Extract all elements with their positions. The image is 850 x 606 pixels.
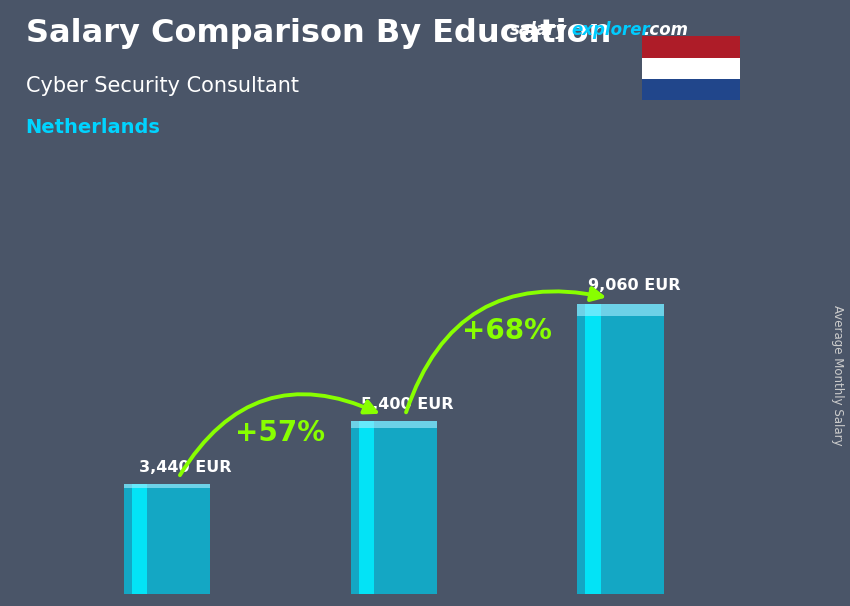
Text: 9,060 EUR: 9,060 EUR [588,278,680,293]
Bar [642,58,740,79]
Bar [132,484,147,594]
Text: Salary Comparison By Education: Salary Comparison By Education [26,18,611,49]
Text: Cyber Security Consultant: Cyber Security Consultant [26,76,298,96]
Bar [642,36,740,58]
Bar [359,421,374,594]
Text: salary: salary [510,21,567,39]
Bar [577,304,664,316]
Bar [577,304,664,594]
Text: .com: .com [643,21,689,39]
Bar [585,304,601,594]
Text: explorer: explorer [571,21,650,39]
Text: +57%: +57% [235,419,326,447]
Bar [642,79,740,100]
Text: +68%: +68% [462,317,552,345]
Text: 5,400 EUR: 5,400 EUR [361,397,454,411]
Bar [351,421,437,594]
Bar [351,421,437,428]
Text: Netherlands: Netherlands [26,118,161,137]
Text: 3,440 EUR: 3,440 EUR [139,460,231,475]
Text: Average Monthly Salary: Average Monthly Salary [830,305,844,446]
Bar [124,484,210,488]
Bar [124,484,210,594]
